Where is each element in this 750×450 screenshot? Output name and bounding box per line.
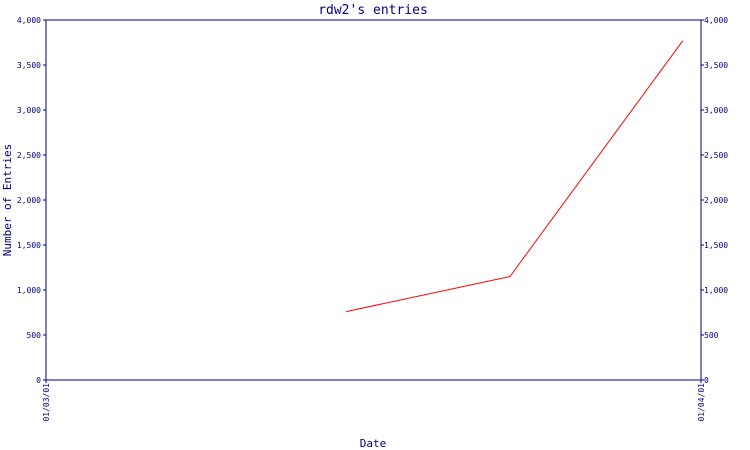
- y-tick-label-right: 4,000: [704, 16, 728, 25]
- y-tick-label-left: 500: [27, 331, 42, 340]
- y-tick-label-left: 0: [36, 376, 41, 385]
- x-tick-label: 01/03/01: [42, 383, 51, 422]
- right-y-axis: 0 500 1,000 1,500 2,000 2,500 3,000 3,500 4,000: [701, 16, 728, 385]
- series-layer: [346, 40, 684, 313]
- y-tick-label-right: 3,500: [704, 61, 728, 70]
- y-tick-label-left: 2,500: [17, 151, 41, 160]
- y-tick-label-right: 2,500: [704, 151, 728, 160]
- y-tick-label-left: 4,000: [17, 16, 41, 25]
- y-tick-label-right: 500: [704, 331, 719, 340]
- y-tick-label-right: 1,000: [704, 286, 728, 295]
- y-tick-label-right: 0: [704, 376, 709, 385]
- x-axis-title: Date: [360, 437, 387, 450]
- plot-area-frame: [45, 19, 702, 381]
- chart-title: rdw2's entries: [318, 3, 428, 18]
- y-tick-label-left: 2,000: [17, 196, 41, 205]
- y-tick-label-right: 2,000: [704, 196, 728, 205]
- y-tick-label-left: 1,000: [17, 286, 41, 295]
- x-axis: 01/03/01 01/04/01: [42, 380, 706, 422]
- x-tick-label: 01/04/01: [697, 383, 706, 422]
- y-tick-label-left: 3,500: [17, 61, 41, 70]
- y-tick-label-right: 1,500: [704, 241, 728, 250]
- y-tick-label-left: 3,000: [17, 106, 41, 115]
- y-tick-label-left: 1,500: [17, 241, 41, 250]
- left-y-axis: 0 500 1,000 1,500 2,000 2,500 3,000 3,500 4,000: [17, 16, 46, 385]
- y-axis-title: Number of Entries: [1, 144, 14, 257]
- series-line: [346, 40, 684, 313]
- y-tick-label-right: 3,000: [704, 106, 728, 115]
